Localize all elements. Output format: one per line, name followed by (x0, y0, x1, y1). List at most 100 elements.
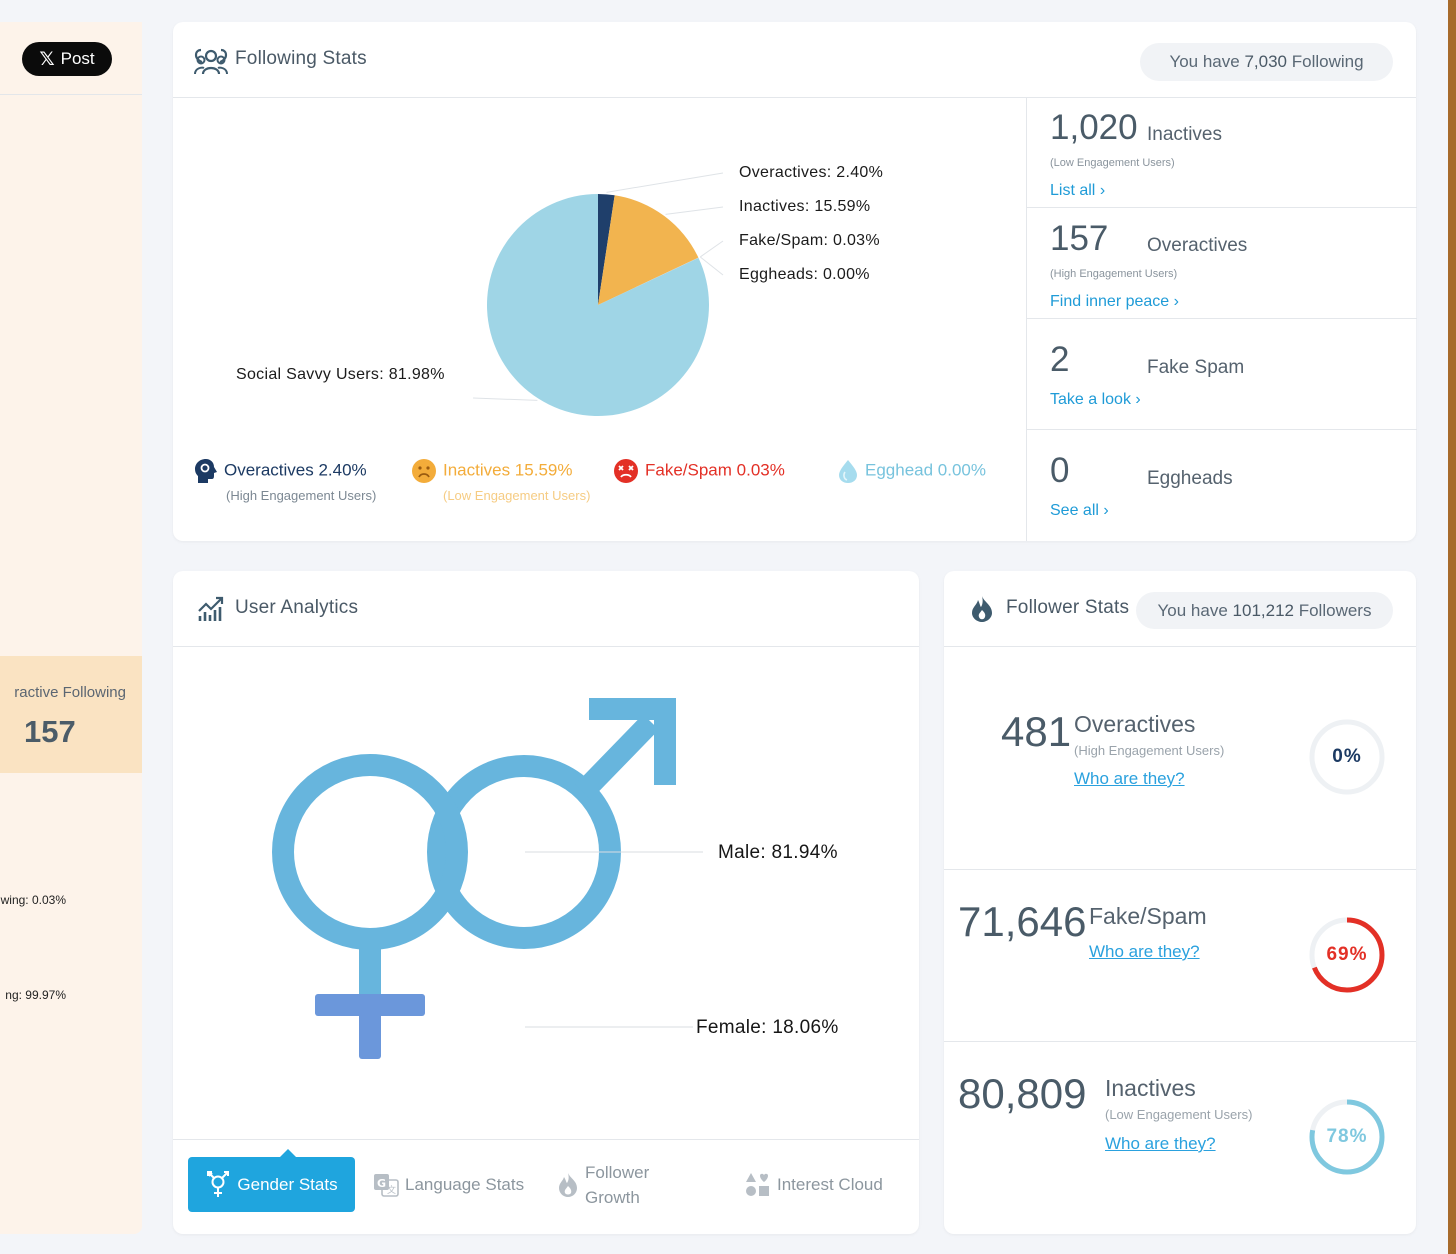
dead-face-icon (614, 459, 638, 483)
translate-icon: G 文 (374, 1174, 399, 1197)
active-tab-notch (280, 1149, 296, 1157)
legend-overactives: Overactives 2.40% (High Engagement Users… (194, 458, 376, 503)
head-gear-icon (195, 459, 217, 483)
flame-icon (559, 1173, 577, 1197)
tab-interest-cloud-label: Interest Cloud (777, 1175, 883, 1194)
following-side-stats: 1,020 Inactives (Low Engagement Users) L… (1026, 98, 1417, 541)
tab-gender-stats-label: Gender Stats (237, 1174, 338, 1194)
tab-gender-stats[interactable]: Gender Stats (188, 1149, 355, 1212)
overactives-ring-graphic (1309, 719, 1385, 795)
pie-slice-fake-spam[interactable] (598, 257, 699, 305)
people-group-icon (194, 48, 228, 75)
stat-fake-spam-name: Fake Spam (1147, 357, 1245, 378)
following-pie-chart (472, 172, 724, 416)
gender-icon (207, 1170, 230, 1197)
chevron-right-icon: › (1135, 391, 1141, 408)
male-arrow-icon (589, 698, 676, 785)
tab-follower-growth-line1: Follower (585, 1163, 650, 1182)
follower-row-inactives: 80,809 Inactives (Low Engagement Users) … (944, 1042, 1416, 1234)
follower-fake-spam-name: Fake/Spam (1089, 903, 1207, 929)
who-are-they-fake-spam-link[interactable]: Who are they? (1089, 942, 1200, 961)
tab-language-stats[interactable]: G 文 Language Stats (373, 1170, 524, 1200)
follower-stats-card: Follower Stats You have 101,212 Follower… (944, 571, 1416, 1234)
pie-label-eggheads: Eggheads: 0.00% (739, 266, 870, 283)
pie-slice-inactives[interactable] (598, 195, 699, 305)
post-button-label: Post (60, 49, 95, 68)
legend-inactives: Inactives 15.59% (Low Engagement Users) (411, 458, 590, 503)
tab-language-stats-label: Language Stats (405, 1175, 525, 1194)
legend-egghead: Egghead 0.00% (837, 458, 986, 484)
followers-pill-count: 101,212 (1232, 600, 1294, 620)
analytics-chart-icon (198, 596, 224, 621)
female-percentage-label: Female: 18.06% (696, 1017, 839, 1038)
who-are-they-inactives-link[interactable]: Who are they? (1105, 1134, 1216, 1153)
chevron-right-icon: › (1173, 293, 1179, 310)
inactives-progress-ring: 78% (1308, 1098, 1386, 1176)
user-analytics-title: User Analytics (235, 597, 359, 618)
pie-slice-social-savvy[interactable] (486, 194, 709, 416)
stat-overactives-sub: (High Engagement Users) (1050, 268, 1178, 280)
find-inner-peace-link[interactable]: Find inner peace › (1050, 293, 1179, 311)
egg-icon (839, 460, 857, 483)
gender-symbol-chart (272, 698, 703, 1059)
tab-follower-growth-text: Follower Growth (585, 1160, 649, 1210)
pie-label-overactives: Overactives: 2.40% (739, 164, 884, 181)
followers-count-pill: You have 101,212 Followers (1136, 592, 1393, 629)
pie-label-inactives: Inactives: 15.59% (739, 198, 871, 215)
stat-overactives-name: Overactives (1147, 235, 1248, 256)
overactive-following-box: ractive Following 157 (0, 656, 142, 773)
overactives-progress-ring: 0% (1308, 718, 1386, 796)
tab-interest-cloud[interactable]: Interest Cloud (745, 1170, 883, 1200)
legend-inactives-label: Inactives 15.59% (443, 460, 573, 480)
flame-icon (972, 596, 992, 622)
stat-eggheads-name: Eggheads (1147, 468, 1233, 489)
follower-stats-header: Follower Stats You have 101,212 Follower… (944, 571, 1416, 647)
follower-inactives-name: Inactives (1105, 1075, 1196, 1101)
pie-slice-overactives[interactable] (598, 194, 615, 305)
list-all-label: List all (1050, 182, 1096, 199)
user-analytics-header: User Analytics (173, 571, 919, 647)
svg-text:G: G (377, 1177, 386, 1190)
shapes-icon (746, 1173, 769, 1196)
stat-fake-spam-number: 2 (1050, 340, 1070, 379)
stat-overactives-number: 157 (1050, 219, 1109, 258)
list-all-link[interactable]: List all › (1050, 182, 1105, 200)
see-all-link[interactable]: See all › (1050, 502, 1109, 520)
follower-overactives-number: 481 (1001, 708, 1072, 755)
following-stats-title: Following Stats (235, 48, 367, 69)
svg-text:文: 文 (387, 1184, 396, 1196)
followers-pill-suffix: Followers (1298, 600, 1372, 620)
fake-spam-percent: 69% (1326, 944, 1368, 965)
ring-progress (1309, 917, 1385, 993)
legend-inactives-sub: (Low Engagement Users) (443, 488, 591, 503)
pie-leader-eggheads (699, 256, 724, 276)
take-a-look-link[interactable]: Take a look › (1050, 391, 1141, 409)
pie-leader-social-savvy (472, 397, 538, 401)
x-post-button[interactable]: 𝕏 Post (22, 42, 112, 76)
stat-row-overactives: 157 Overactives (High Engagement Users) … (1027, 209, 1417, 319)
x-logo-icon: 𝕏 (39, 48, 55, 70)
legend-fake-spam-label: Fake/Spam 0.03% (645, 460, 785, 480)
see-all-label: See all (1050, 502, 1099, 519)
follower-row-overactives: 481 Overactives (High Engagement Users) … (944, 647, 1416, 870)
take-a-look-label: Take a look (1050, 391, 1131, 408)
following-pill-count: 7,030 (1244, 52, 1287, 71)
user-analytics-card: User Analytics Male: 81.94% Female: 18.0… (173, 571, 919, 1234)
stat-inactives-number: 1,020 (1050, 108, 1138, 147)
stat-row-inactives: 1,020 Inactives (Low Engagement Users) L… (1027, 98, 1417, 208)
chevron-right-icon: › (1103, 502, 1109, 519)
pie-label-fake-spam: Fake/Spam: 0.03% (739, 232, 880, 249)
pie-label-social-savvy: Social Savvy Users: 81.98% (236, 366, 445, 383)
follower-stats-title: Follower Stats (1006, 597, 1130, 618)
tab-follower-growth-line2: Growth (585, 1188, 640, 1207)
follower-inactives-sub: (Low Engagement Users) (1105, 1107, 1253, 1122)
following-pill-suffix: Following (1291, 52, 1364, 71)
following-count-pill: You have 7,030 Following (1140, 43, 1393, 81)
legend-overactives-label: Overactives 2.40% (224, 460, 367, 480)
tab-follower-growth[interactable]: Follower Growth (557, 1160, 649, 1210)
overactive-following-value: 157 (24, 714, 76, 749)
who-are-they-overactives-link[interactable]: Who are they? (1074, 769, 1185, 788)
sad-face-icon (412, 459, 436, 483)
followers-pill-prefix: You have (1157, 600, 1228, 620)
overactives-percent: 0% (1332, 746, 1362, 767)
